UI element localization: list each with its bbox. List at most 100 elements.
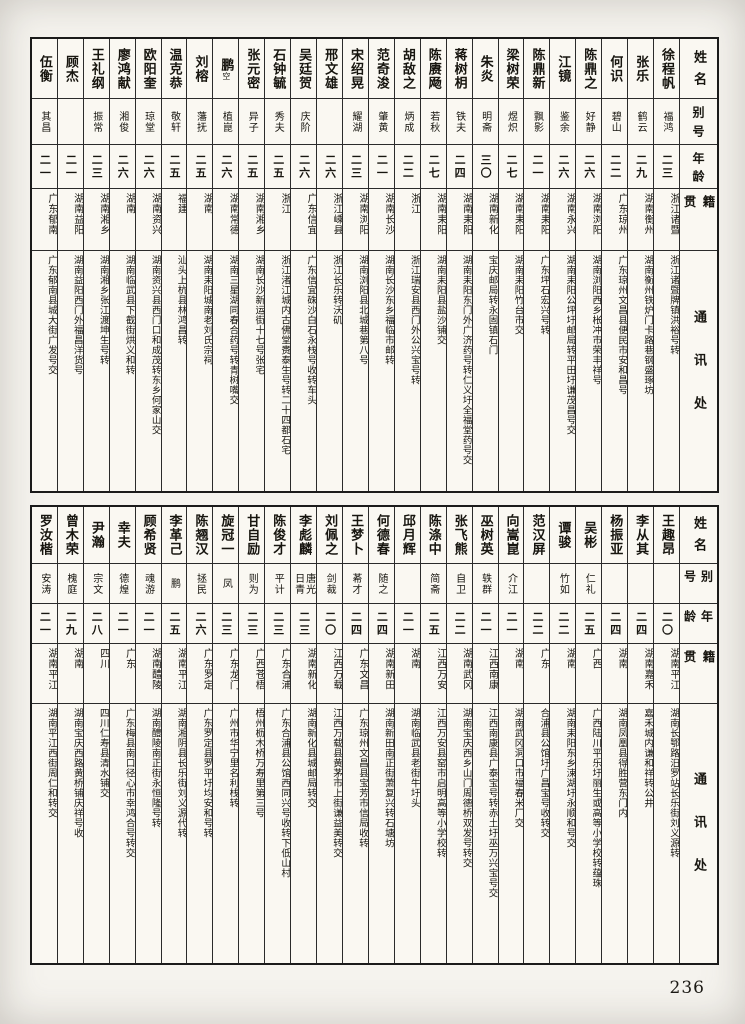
person-column: 伍衡 其昌 二一 广东郁南 广东郁南县城大街广发号交	[31, 39, 58, 491]
person-address: 湖南长沙新运街十七号张宅	[253, 255, 265, 375]
person-address: 湖南平江西街周仁和转交	[45, 708, 57, 818]
person-alias: 轶群	[472, 564, 498, 604]
person-column: 罗汝楷 安涛 二一 湖南平江 湖南平江西街周仁和转交	[31, 507, 58, 963]
person-age: 二五	[239, 145, 265, 189]
person-age: 二四	[628, 604, 654, 644]
person-origin: 广东	[109, 644, 135, 704]
person-column: 宋绍晃 耀湖 二三 湖南浏阳 湖南浏阳县北城巷第八号	[343, 39, 369, 491]
person-origin: 广西	[576, 644, 602, 704]
person-age: 二四	[343, 604, 368, 644]
person-alias	[602, 564, 628, 604]
person-alias: 自卫	[446, 564, 472, 604]
person-name-text: 范奇浚	[373, 47, 389, 90]
person-origin: 广东龙门	[213, 644, 239, 704]
person-name-text: 吴廷贺	[296, 47, 312, 90]
person-alias	[57, 99, 83, 145]
person-alias: 德煌	[109, 564, 135, 604]
person-alias: 其昌	[31, 99, 57, 145]
person-column: 梁树荣 煜炽 二七 湖南耒阳 湖南耒阳竹台市交	[498, 39, 525, 491]
person-age: 二五	[161, 604, 187, 644]
person-name: 顾杰	[57, 39, 83, 99]
person-name-text: 陈涤中	[425, 514, 441, 556]
person-alias: 飘影	[524, 99, 550, 145]
person-column: 杨振亚 二四 湖南 湖南凤凰县得胜营东门内	[602, 507, 629, 963]
person-column: 巫树英 轶群 二一 江西南康 江西南康县广泰宝号转赤土圩巫万兴宝号交	[472, 507, 499, 963]
person-age: 二四	[368, 604, 394, 644]
person-alias: 湘俊	[109, 99, 135, 145]
person-name: 幸夫	[109, 507, 135, 564]
person-address: 湖南宝庆西路黄桥铺庆祥号收	[71, 708, 83, 838]
person-name-text: 陈俊才	[270, 514, 286, 556]
person-name: 陈鼎之	[576, 39, 602, 99]
person-column: 王礼纲 振常 二三 湖南湘乡 湖南湘乡张江渡坤生号转	[83, 39, 110, 491]
person-alias: 好静	[576, 99, 602, 145]
person-name: 宋绍晃	[343, 39, 368, 99]
person-name: 张飞熊	[446, 507, 472, 564]
person-alias: 唐光 日青	[291, 564, 317, 604]
person-name-text: 范汉屏	[529, 514, 545, 556]
person-column: 顾希贤 魂游 二一 湖南醴陵 湖南醴陵南正街永恒隆号转	[135, 507, 162, 963]
person-origin: 浙江	[265, 189, 291, 251]
person-alias	[317, 99, 343, 145]
row-header-age: 年龄	[680, 145, 717, 189]
person-name-text: 尹瀚	[88, 521, 104, 549]
person-age: 二二	[446, 604, 472, 644]
person-column: 张乐 鹤云 二九 湖南衡州 湖南衡州铁炉门卡路巷钢盛琢坊	[628, 39, 655, 491]
person-column: 邱月辉 二一 湖南 湖南临武县老街牛圩头	[394, 507, 421, 963]
person-age: 二三	[265, 604, 291, 644]
person-origin: 湖南资兴	[135, 189, 161, 251]
person-alias: 若秋	[420, 99, 446, 145]
person-alias: 敬轩	[161, 99, 187, 145]
person-origin: 浙江嵊县	[317, 189, 343, 251]
person-column: 向嵩崑 介江 二一 湖南 湖南武冈洞口市福春米厂交	[498, 507, 525, 963]
person-column: 鹏空植崑 二六 湖南常德 湖南三星湖同春合药号转青树嘴交	[213, 39, 240, 491]
row-header-alias: 别号	[680, 564, 717, 604]
person-age: 二六	[109, 145, 135, 189]
person-name: 李革己	[161, 507, 187, 564]
person-origin: 湖南平江	[31, 644, 57, 704]
person-origin: 江西万载	[317, 644, 343, 704]
person-name-note: 空	[221, 71, 231, 80]
person-name: 陈俊才	[265, 507, 291, 564]
person-origin: 湖南长沙	[368, 189, 394, 251]
person-age: 二七	[498, 145, 524, 189]
person-column: 尹瀚 宗文 二八 四川 四川仁寿县清水铺交	[83, 507, 110, 963]
person-age: 二一	[472, 604, 498, 644]
person-origin: 湖南耒阳	[524, 189, 550, 251]
person-age: 二五	[161, 145, 187, 189]
person-alias: 碧山	[602, 99, 628, 145]
person-origin: 湖南醴陵	[135, 644, 161, 704]
person-name: 谭骏	[550, 507, 576, 564]
row-header-origin: 籍贯	[680, 189, 717, 251]
person-name-text: 欧阳奎	[140, 47, 156, 90]
person-alias: 随之	[368, 564, 394, 604]
person-column: 陈赓飏 若秋 二七 湖南耒阳 湖南耒阳县盐沙铺交	[420, 39, 447, 491]
table-bottom: 姓名 别号 年龄 籍贯 通讯处 王趣昂 二〇 湖南平江 湖南长鄂路汨罗站长乐街刘义源转…	[30, 505, 719, 965]
person-name-text: 徐程帆	[659, 47, 675, 90]
person-name: 江镜	[550, 39, 576, 99]
person-alias: 肇黄	[368, 99, 394, 145]
person-origin: 湖南耒阳	[420, 189, 446, 251]
person-origin: 湖南	[57, 644, 83, 704]
person-name: 曾木荣	[57, 507, 83, 564]
person-alias: 剑裁	[317, 564, 343, 604]
person-address: 广东坪石宏兴号转	[538, 255, 550, 335]
person-alias: 耀湖	[343, 99, 368, 145]
person-name: 朱炎	[472, 39, 498, 99]
person-alias: 藩抚	[187, 99, 213, 145]
person-address: 四川仁寿县清水铺交	[97, 708, 109, 798]
person-name-text: 张飞熊	[451, 514, 467, 556]
person-name: 巫树英	[472, 507, 498, 564]
person-age: 二二	[602, 145, 628, 189]
person-age: 二一	[109, 604, 135, 644]
person-name: 张元密	[239, 39, 265, 99]
person-name-text: 李彪麟	[296, 514, 312, 556]
person-age: 二三	[239, 604, 265, 644]
person-name: 甘自励	[239, 507, 265, 564]
person-name-text: 陈翘汉	[192, 514, 208, 556]
person-age: 三〇	[472, 145, 498, 189]
person-alias: 简斋	[420, 564, 446, 604]
person-column: 曾木荣 槐庭 二九 湖南 湖南宝庆西路黄桥铺庆祥号收	[57, 507, 84, 963]
person-name-text: 蒋树枂	[451, 47, 467, 90]
person-age: 二一	[31, 604, 57, 644]
